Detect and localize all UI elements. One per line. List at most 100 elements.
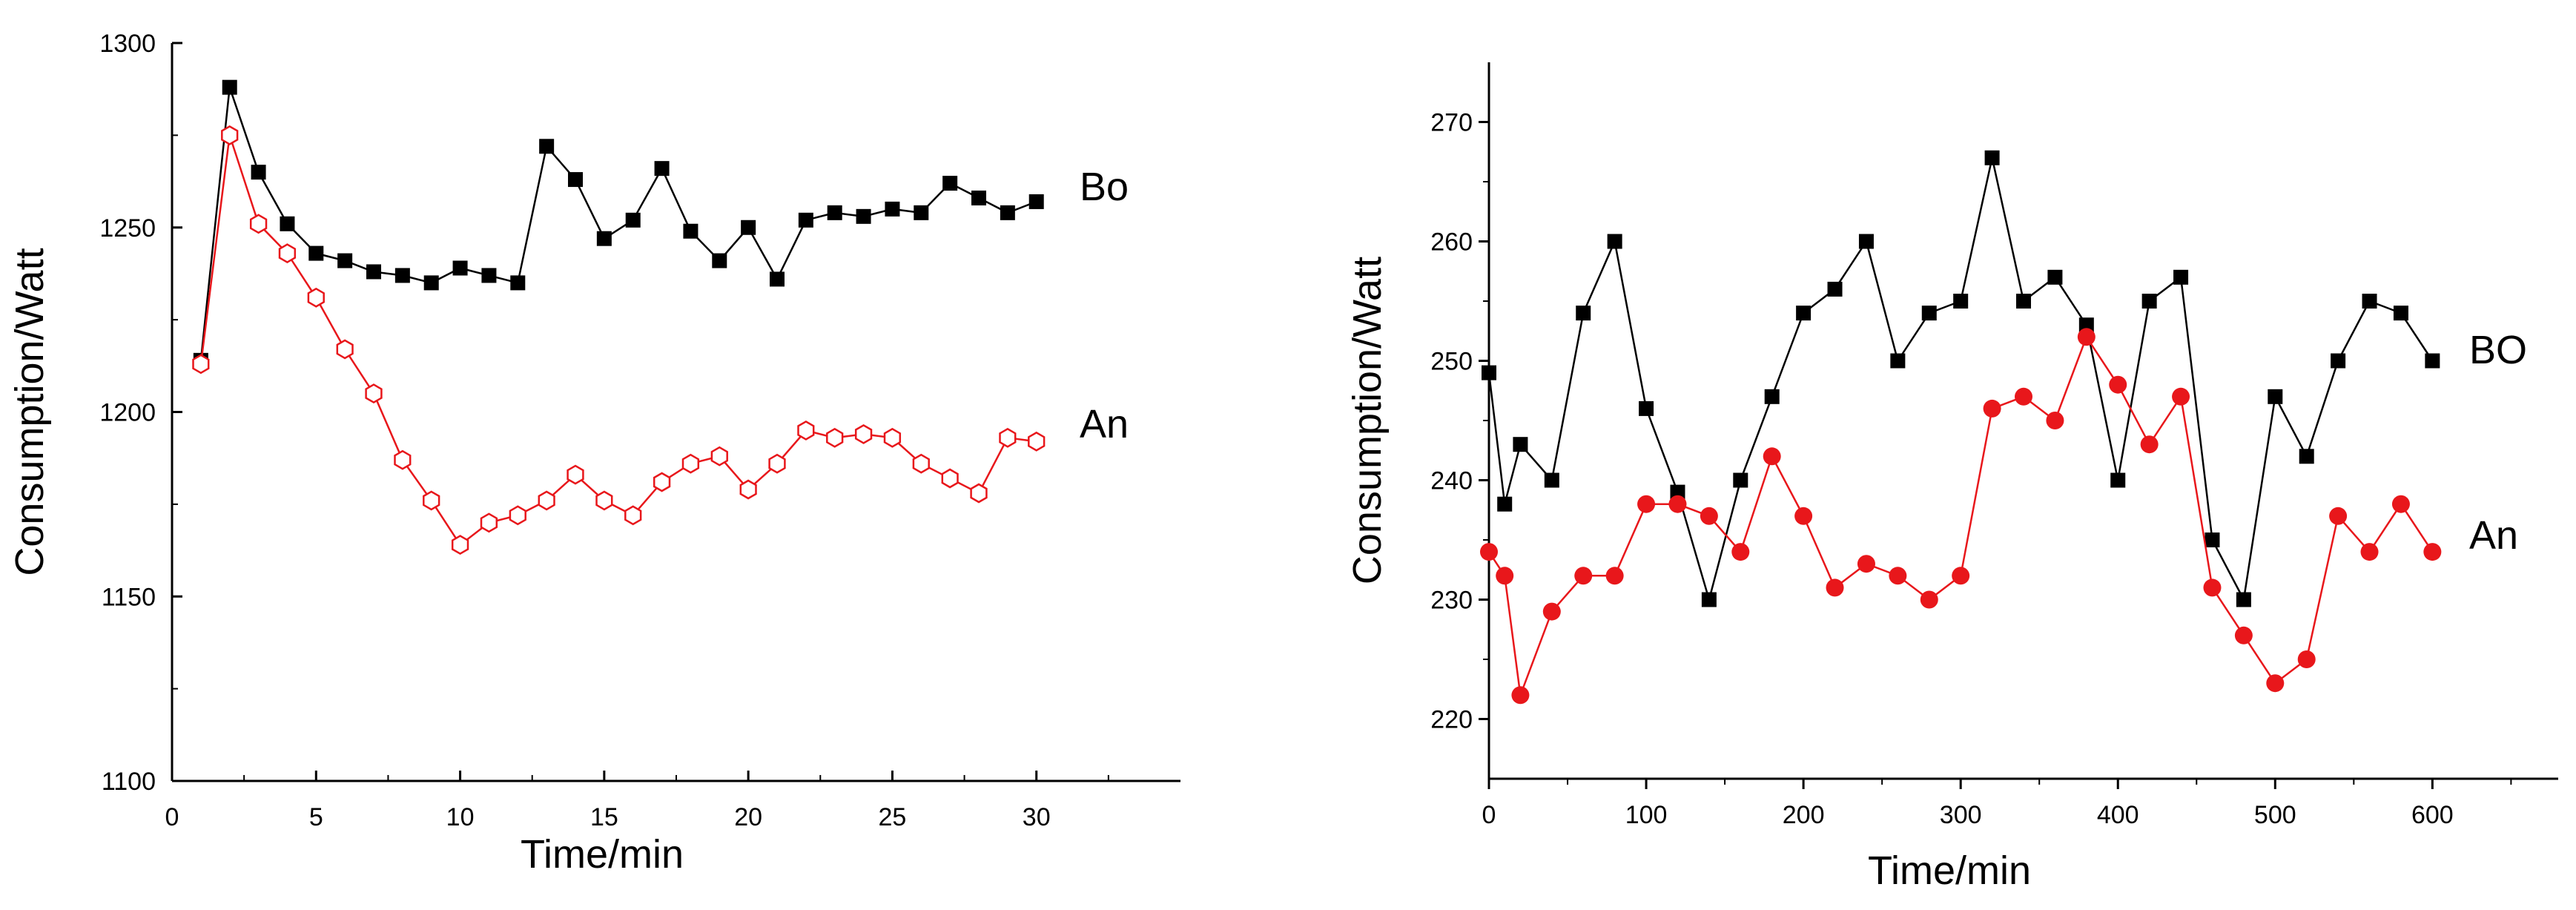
- series-an-point: [1794, 507, 1813, 525]
- series-bo-point: [2173, 269, 2189, 285]
- series-an-point: [1763, 447, 1781, 466]
- series-bo-point: [280, 216, 295, 231]
- series-an-point: [1480, 543, 1498, 561]
- series-bo-point: [452, 260, 468, 276]
- series-bo-point: [1670, 484, 1685, 500]
- series-bo-point: [2362, 294, 2377, 309]
- x-tick-label: 30: [1023, 803, 1051, 831]
- x-tick-label: 20: [734, 803, 762, 831]
- y-tick-label: 240: [1430, 467, 1473, 495]
- series-bo-point: [1701, 592, 1717, 607]
- series-bo-point: [222, 79, 237, 95]
- series-an-point: [567, 464, 584, 485]
- series-an-point: [2297, 650, 2316, 668]
- series-bo-point: [423, 275, 439, 291]
- y-tick-label: 220: [1430, 706, 1473, 734]
- series-bo-point: [596, 231, 612, 246]
- series-an-point: [1668, 495, 1687, 513]
- series-an-point: [999, 427, 1017, 448]
- y-axis-title: Consumption/Watt: [7, 248, 52, 576]
- series-bo-point: [2078, 317, 2094, 333]
- x-tick-label: 100: [1625, 801, 1668, 829]
- series-bo-point: [741, 220, 756, 235]
- series-an-point: [1889, 567, 1907, 585]
- series-bo-point: [1984, 150, 2000, 165]
- series-bo-point: [770, 271, 785, 287]
- series-an-point: [1826, 578, 1844, 597]
- series-an-point: [538, 490, 555, 511]
- series-bo-point: [1639, 400, 1654, 416]
- series-an-point: [2140, 435, 2159, 454]
- series-an-line: [199, 135, 1037, 547]
- series-bo-point: [2299, 449, 2314, 464]
- series-an-point: [249, 214, 268, 234]
- series-bo-point: [2393, 306, 2408, 321]
- y-tick-label: 270: [1430, 109, 1473, 137]
- series-an-point: [192, 354, 210, 375]
- series-an-point: [739, 479, 757, 500]
- series-bo-point: [308, 245, 324, 261]
- series-an-point: [2266, 674, 2285, 693]
- series-bo-point: [2047, 269, 2063, 285]
- x-tick-label: 600: [2411, 801, 2454, 829]
- series-bo-point: [1576, 306, 1591, 321]
- series-an-point: [2360, 543, 2379, 561]
- series-an-point: [2077, 328, 2096, 346]
- series-an-point: [1574, 567, 1593, 585]
- x-axis-title: Time/min: [1868, 848, 2031, 893]
- series-an-point: [221, 125, 239, 145]
- series-an-point: [307, 287, 325, 308]
- x-tick-label: 5: [309, 803, 323, 831]
- series-an-point: [1542, 602, 1561, 621]
- series-bo-point: [394, 268, 410, 283]
- y-tick-label: 1300: [99, 30, 156, 58]
- series-an-point: [2234, 626, 2253, 644]
- series-an-point: [1983, 399, 2001, 418]
- x-tick-label: 25: [879, 803, 907, 831]
- x-tick-label: 300: [1940, 801, 1982, 829]
- series-an-point: [2172, 387, 2190, 406]
- legend-an: An: [1080, 402, 1129, 446]
- series-bo-line: [1487, 157, 2434, 604]
- series-an-point: [970, 483, 988, 504]
- series-an-point: [681, 453, 700, 474]
- series-an-point: [1857, 555, 1875, 573]
- series-an-point: [394, 449, 412, 470]
- series-an-point: [1511, 686, 1530, 705]
- y-tick-label: 1100: [102, 768, 156, 796]
- series-bo-point: [1028, 194, 1044, 209]
- series-an-point: [1920, 590, 1938, 609]
- right-chart: 0 100 200 300 400 500 600 220 230 240 250 260 270 Tim…: [1345, 62, 2558, 893]
- series-an-point: [2329, 507, 2348, 525]
- series-an-point: [278, 243, 297, 264]
- series-an-point: [1952, 567, 1970, 585]
- series-bo-point: [1482, 365, 1496, 380]
- x-tick-label: 500: [2254, 801, 2296, 829]
- series-an-point: [826, 427, 844, 448]
- series-bo-point: [798, 212, 813, 228]
- series-bo-point: [1858, 234, 1874, 249]
- series-bo-point: [510, 275, 526, 291]
- series-an-point: [1605, 567, 1624, 585]
- legend-bo: Bo: [1080, 165, 1129, 209]
- series-an-point: [710, 446, 728, 466]
- series-an-point: [1637, 495, 1656, 513]
- series-bo-point: [1513, 437, 1528, 452]
- series-bo-point: [1764, 389, 1780, 404]
- series-bo-point: [654, 161, 670, 177]
- series-an-point: [1028, 431, 1046, 452]
- series-an-point: [854, 423, 873, 444]
- series-bo-point: [1796, 306, 1812, 321]
- series-bo-point: [942, 176, 958, 191]
- series-an-point: [624, 505, 642, 526]
- series-bo-point: [539, 139, 555, 154]
- series-bo-point: [2205, 533, 2220, 547]
- series-bo-point: [827, 205, 842, 220]
- series-bo-line: [199, 87, 1037, 361]
- x-tick-label: 0: [165, 803, 179, 831]
- series-bo-point: [2425, 353, 2440, 369]
- legend-bo: BO: [2469, 328, 2527, 372]
- series-an-point: [1496, 567, 1514, 585]
- series-bo-point: [2236, 592, 2251, 607]
- x-tick-label: 400: [2097, 801, 2139, 829]
